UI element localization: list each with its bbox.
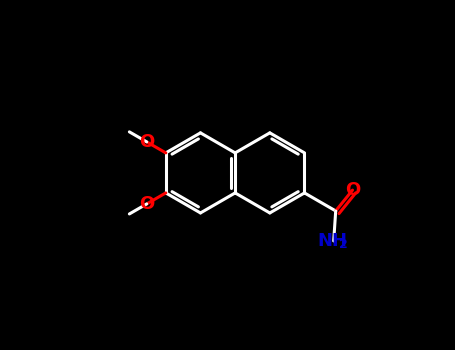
- Text: O: O: [139, 133, 154, 151]
- Text: NH: NH: [317, 232, 347, 250]
- Text: O: O: [345, 181, 360, 199]
- Text: O: O: [139, 195, 154, 213]
- Text: 2: 2: [339, 238, 348, 251]
